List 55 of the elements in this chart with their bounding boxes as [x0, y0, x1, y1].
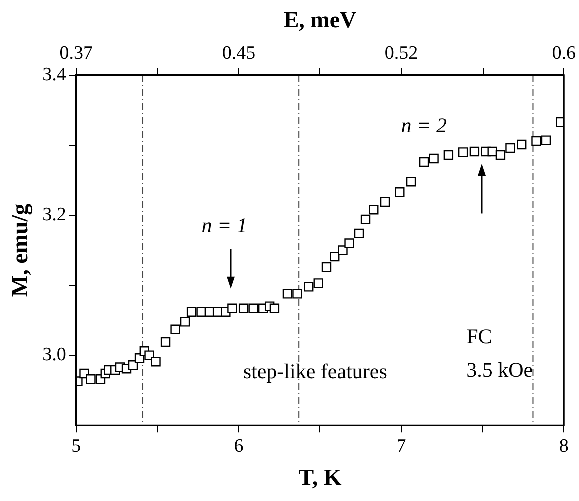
- point: [360, 214, 371, 225]
- point: [282, 289, 293, 299]
- point: [344, 238, 354, 248]
- x2-tick-label: 0.6: [552, 42, 576, 64]
- point: [458, 148, 468, 158]
- point: [470, 146, 480, 157]
- annotation: step-like features: [243, 360, 388, 384]
- point: [429, 154, 439, 164]
- point: [330, 252, 340, 262]
- x-tick-label: 7: [396, 436, 406, 457]
- point: [160, 337, 171, 348]
- point: [496, 150, 506, 160]
- point: [506, 143, 516, 154]
- annotation: n = 2: [401, 114, 448, 138]
- annotation: FC: [466, 324, 492, 349]
- point: [128, 360, 138, 370]
- point: [380, 197, 390, 208]
- point: [532, 136, 542, 146]
- point: [314, 278, 324, 288]
- point: [228, 304, 238, 314]
- point: [406, 177, 416, 187]
- point: [354, 228, 364, 239]
- y-tick-label: 3.2: [42, 204, 66, 226]
- point: [322, 262, 332, 272]
- x-tick-label: 6: [234, 436, 244, 457]
- y-axis-title: M, emu/g: [8, 203, 34, 298]
- y-tick-label: 3.0: [42, 344, 66, 366]
- point: [488, 146, 498, 157]
- annotation: 3.5 kOe: [466, 358, 534, 382]
- point: [86, 374, 96, 384]
- y-tick-label: 3.4: [42, 64, 67, 86]
- x2-axis-title: E, meV: [284, 8, 358, 33]
- x-axis-title: T, K: [298, 465, 342, 490]
- point: [395, 188, 405, 198]
- point: [248, 304, 258, 314]
- point: [238, 304, 249, 314]
- point: [419, 157, 430, 168]
- annotation: n = 1: [202, 214, 248, 238]
- point: [338, 246, 348, 256]
- x2-tick-label: 0.37: [60, 42, 93, 64]
- point: [151, 357, 161, 367]
- point: [541, 136, 552, 146]
- point: [369, 205, 379, 215]
- x-tick-label: 5: [72, 436, 82, 457]
- x2-tick-label: 0.45: [222, 42, 256, 64]
- x2-tick-label: 0.52: [384, 42, 418, 64]
- point: [304, 282, 314, 292]
- point: [292, 289, 302, 299]
- point: [517, 140, 527, 150]
- point: [270, 304, 280, 314]
- point: [170, 324, 180, 334]
- point: [186, 307, 197, 317]
- point: [444, 150, 454, 160]
- x-tick-label: 8: [559, 436, 569, 457]
- point: [180, 317, 190, 327]
